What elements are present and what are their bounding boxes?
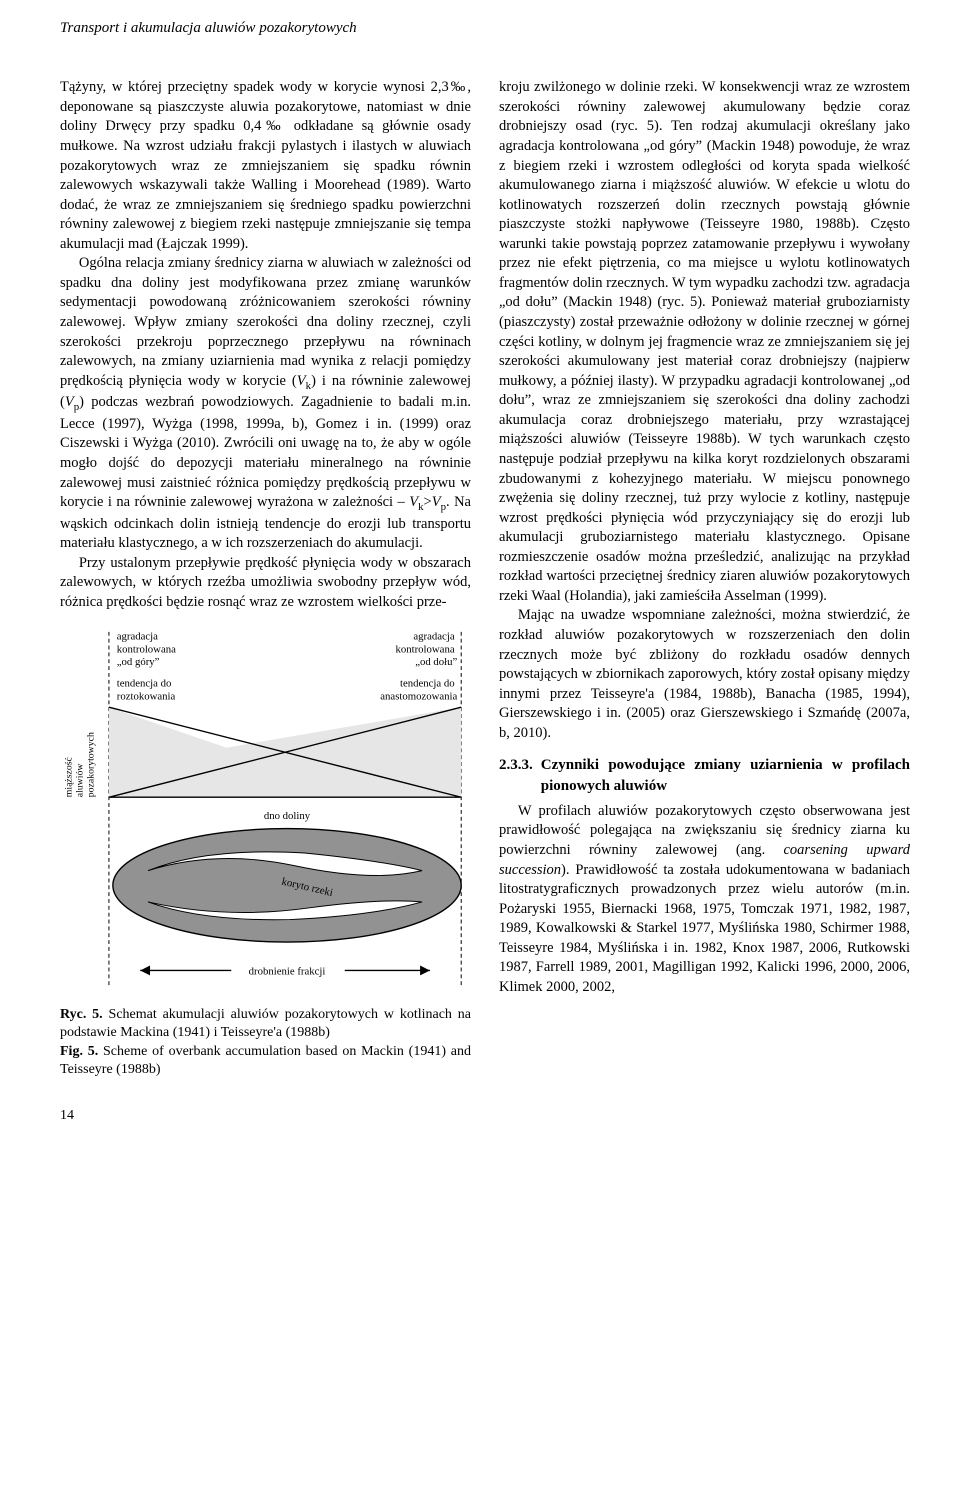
right-p3: W profilach aluwiów pozakorytowych częst… (499, 802, 910, 998)
ylabel-l3: pozakorytowych (85, 732, 96, 797)
ylabel-l2: aluwiów (75, 763, 86, 798)
arrow-head-l (140, 966, 150, 976)
ylabel-l1: miąższość (64, 757, 75, 798)
running-head: Transport i akumulacja aluwiów pozakoryt… (60, 18, 910, 38)
vk2: V (409, 494, 418, 510)
tl-l1: agradacja (117, 631, 158, 643)
arrow-head-r (420, 966, 430, 976)
svg-text:agradacja kontrolowa: agradacja kontrolowana „od dołu” (395, 631, 457, 668)
two-column-layout: Tążyny, w której przeciętny spadek wody … (60, 78, 910, 1079)
heading-text: Czynniki powodujące zmiany uziarnienia w… (541, 755, 910, 796)
right-p2: Mając na uwadze wspomniane zależności, m… (499, 606, 910, 743)
tl-l3: „od góry” (117, 657, 160, 669)
left-column: Tążyny, w której przeciętny spadek wody … (60, 78, 471, 1079)
heading-number: 2.3.3. (499, 755, 533, 796)
figure-5-diagram: miąższość aluwiów pozakorytowych agradac… (60, 626, 471, 998)
gt: > (424, 494, 432, 510)
mr-l1: tendencja do (400, 678, 455, 690)
figure-caption: Ryc. 5. Schemat akumulacji aluwiów pozak… (60, 1006, 471, 1079)
caption-pl: Ryc. 5. Schemat akumulacji aluwiów pozak… (60, 1006, 471, 1042)
tr-l2: kontrolowana (395, 644, 454, 656)
vp: V (65, 394, 74, 410)
vp2: V (432, 494, 441, 510)
left-p1: Tążyny, w której przeciętny spadek wody … (60, 78, 471, 254)
p3b: ). Prawidłowość ta została udokumentowan… (499, 862, 910, 995)
left-p2: Ogólna relacja zmiany średnicy ziarna w … (60, 254, 471, 553)
right-p1: kroju zwilżonego w dolinie rzeki. W kons… (499, 78, 910, 606)
ml-l1: tendencja do (117, 678, 172, 690)
p2a: Ogólna relacja zmiany średnicy ziarna w … (60, 255, 471, 388)
svg-text:tendencja do anastom: tendencja do anastomozowania (380, 678, 457, 703)
mr-l2: anastomozowania (380, 691, 457, 703)
diagram-svg: miąższość aluwiów pozakorytowych agradac… (60, 626, 471, 998)
svg-text:agradacja kontrolowa: agradacja kontrolowana „od góry” (117, 631, 179, 668)
ml-l2: roztokowania (117, 691, 176, 703)
svg-text:tendencja do roztoko: tendencja do roztokowania (117, 678, 176, 703)
tr-l1: agradacja (413, 631, 454, 643)
caption-pl-text: Schemat akumulacji aluwiów pozakorytowyc… (60, 1007, 471, 1040)
p2c: ) podczas wezbrań powodziowych. Zagadnie… (60, 394, 471, 510)
dno-doliny-label: dno doliny (264, 810, 311, 822)
arrow-label: drobnienie frakcji (249, 966, 326, 978)
tr-l3: „od dołu” (415, 657, 457, 669)
svg-text:miąższość aluwiów: miąższość aluwiów pozakorytowych (64, 732, 97, 797)
caption-ryc: Ryc. 5. (60, 1007, 103, 1022)
page-number: 14 (60, 1107, 910, 1126)
caption-fig: Fig. 5. (60, 1044, 98, 1059)
vk: V (297, 373, 306, 389)
section-heading: 2.3.3. Czynniki powodujące zmiany uziarn… (499, 755, 910, 796)
right-column: kroju zwilżonego w dolinie rzeki. W kons… (499, 78, 910, 1079)
caption-en: Fig. 5. Scheme of overbank accumulation … (60, 1043, 471, 1079)
left-p3: Przy ustalonym przepływie prędkość płyni… (60, 554, 471, 613)
tl-l2: kontrolowana (117, 644, 176, 656)
caption-en-text: Scheme of overbank accumulation based on… (60, 1044, 471, 1077)
